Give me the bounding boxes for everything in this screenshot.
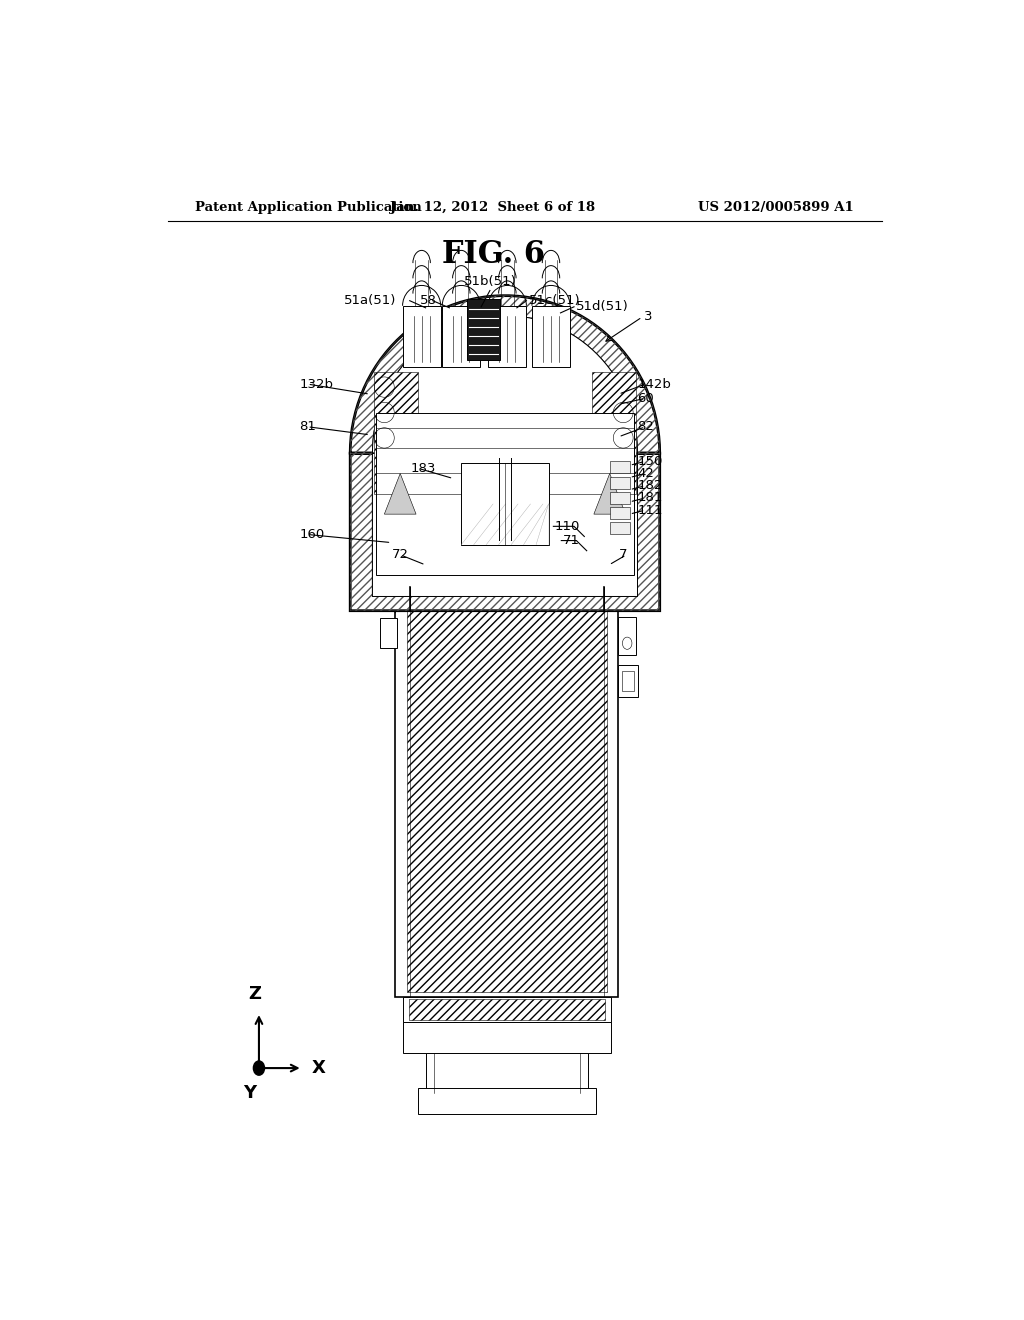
Text: X: X <box>311 1059 326 1077</box>
Bar <box>403 997 610 1022</box>
Text: 51d(51): 51d(51) <box>577 300 629 313</box>
Text: 81: 81 <box>299 420 316 433</box>
Bar <box>531 306 570 367</box>
Bar <box>618 664 638 697</box>
Text: 71: 71 <box>563 535 580 546</box>
Text: US 2012/0005899 A1: US 2012/0005899 A1 <box>698 201 854 214</box>
Text: 111: 111 <box>638 503 663 516</box>
Bar <box>609 507 630 519</box>
Bar <box>609 523 630 535</box>
Text: 132b: 132b <box>299 378 334 391</box>
Text: FIG. 6: FIG. 6 <box>441 239 545 271</box>
Text: Z: Z <box>249 985 261 1003</box>
Circle shape <box>253 1061 264 1076</box>
Text: Y: Y <box>243 1085 256 1102</box>
Text: 82: 82 <box>638 420 654 433</box>
Bar <box>418 1089 596 1114</box>
Text: 183: 183 <box>411 462 436 475</box>
Text: 60: 60 <box>638 392 654 405</box>
Text: 142b: 142b <box>638 378 672 391</box>
Polygon shape <box>384 474 416 515</box>
Polygon shape <box>373 315 638 597</box>
Circle shape <box>623 638 632 649</box>
Text: 58: 58 <box>420 294 437 308</box>
Text: 181: 181 <box>638 491 663 504</box>
Text: 51b(51): 51b(51) <box>464 276 516 289</box>
Polygon shape <box>373 315 638 597</box>
Bar <box>623 671 634 690</box>
Bar <box>618 616 636 656</box>
Bar <box>402 306 440 367</box>
Text: Jan. 12, 2012  Sheet 6 of 18: Jan. 12, 2012 Sheet 6 of 18 <box>390 201 596 214</box>
Text: 51a(51): 51a(51) <box>344 294 396 308</box>
Text: 150: 150 <box>638 455 663 467</box>
Bar <box>609 492 630 504</box>
Text: 182: 182 <box>638 479 663 492</box>
Text: 7: 7 <box>618 548 627 561</box>
Bar <box>488 306 526 367</box>
Bar <box>609 461 630 474</box>
Bar <box>592 372 636 494</box>
Bar <box>374 372 418 494</box>
Text: 42: 42 <box>638 467 654 480</box>
Bar <box>380 618 397 648</box>
Bar <box>467 298 500 359</box>
Bar <box>403 1022 610 1053</box>
Bar <box>409 999 605 1020</box>
Text: 51c(51): 51c(51) <box>528 294 581 308</box>
Text: Patent Application Publication: Patent Application Publication <box>196 201 422 214</box>
Text: 72: 72 <box>392 548 410 561</box>
Bar <box>461 463 549 545</box>
Text: 3: 3 <box>644 310 652 323</box>
Text: 110: 110 <box>555 520 581 533</box>
Bar <box>426 1053 588 1093</box>
Bar <box>609 477 630 488</box>
Bar <box>377 412 634 576</box>
Bar <box>442 306 480 367</box>
Text: 160: 160 <box>299 528 325 541</box>
Polygon shape <box>350 296 659 611</box>
Bar <box>408 587 606 991</box>
Polygon shape <box>594 474 626 515</box>
Bar <box>395 582 618 997</box>
